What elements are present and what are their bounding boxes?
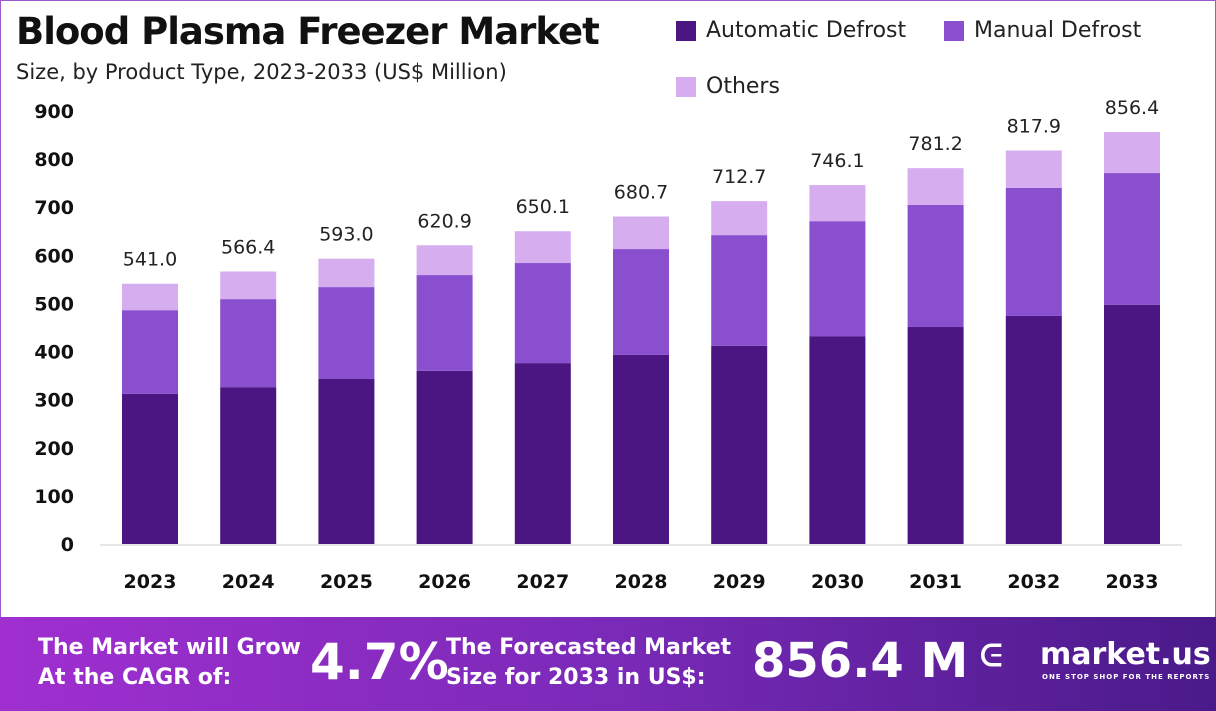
forecast-label-2: Size for 2033 in US$: (446, 665, 706, 690)
bar-segment (809, 336, 866, 544)
x-tick-label: 2024 (222, 571, 275, 593)
total-label: 593.0 (319, 224, 373, 246)
y-tick-label: 100 (34, 486, 74, 508)
forecast-value: 856.4 M (752, 633, 969, 689)
x-tick-label: 2029 (713, 571, 766, 593)
cagr-label-2: At the CAGR of: (38, 665, 232, 690)
bar-segment (907, 168, 964, 205)
bar-segment (220, 271, 277, 300)
logo-icon: ᕮ (980, 639, 1003, 674)
bar-segment (613, 216, 669, 250)
bar-segment (907, 204, 964, 328)
x-tick-label: 2028 (615, 571, 668, 593)
bar-segment (907, 327, 964, 544)
bar-segment (122, 310, 178, 394)
bar-segment (122, 393, 178, 544)
y-tick-label: 700 (34, 197, 74, 219)
y-tick-label: 800 (34, 149, 74, 171)
x-tick-label: 2031 (909, 571, 962, 593)
total-label: 566.4 (221, 236, 275, 258)
bar-segment (416, 275, 473, 371)
total-label: 712.7 (712, 166, 766, 188)
x-tick-label: 2030 (811, 571, 864, 593)
total-label: 680.7 (614, 182, 668, 204)
bar-segment (416, 370, 473, 544)
total-label: 781.2 (908, 133, 962, 155)
chart-title: Blood Plasma Freezer Market (16, 10, 600, 53)
bar-segment (711, 345, 768, 544)
x-tick-label: 2033 (1106, 571, 1159, 593)
x-tick-label: 2027 (516, 571, 569, 593)
total-label: 856.4 (1105, 97, 1159, 119)
y-tick-label: 0 (61, 534, 74, 556)
total-label: 817.9 (1007, 115, 1061, 137)
y-tick-label: 500 (34, 293, 74, 315)
bar-segment (1104, 304, 1160, 544)
logo-tagline: ONE STOP SHOP FOR THE REPORTS (1042, 673, 1211, 681)
total-label: 541.0 (123, 249, 177, 271)
footer-banner: The Market will Grow At the CAGR of: 4.7%… (0, 617, 1216, 711)
y-tick-label: 300 (34, 390, 74, 412)
bar-segment (220, 387, 277, 544)
bar-segment (318, 287, 375, 379)
legend-label: Automatic Defrost (706, 18, 907, 43)
legend-label: Others (706, 74, 780, 99)
bar-segment (1104, 173, 1160, 305)
bar-segment (1104, 131, 1160, 174)
bar-segment (122, 283, 178, 311)
bar-segment (318, 258, 375, 288)
bar-segment (514, 363, 571, 544)
y-tick-label: 600 (34, 245, 74, 267)
bar-segment (809, 185, 866, 222)
legend-automatic-defrost: Automatic Defrost (676, 18, 906, 43)
total-label: 620.9 (417, 210, 471, 232)
x-tick-label: 2025 (320, 571, 373, 593)
bar-segment (809, 221, 866, 337)
forecast-label: The Forecasted Market (446, 635, 732, 660)
total-label: 650.1 (516, 196, 570, 218)
x-tick-label: 2032 (1007, 571, 1060, 593)
y-tick-label: 200 (34, 438, 74, 460)
bar-segment (318, 378, 375, 544)
bar-segment (514, 263, 571, 364)
bar-segment (220, 299, 277, 388)
bar-segment (1005, 187, 1062, 316)
bar-segment (613, 249, 669, 355)
x-tick-label: 2026 (418, 571, 471, 593)
bar-segment (711, 235, 768, 346)
legend-others: Others (676, 74, 780, 99)
legend-label: Manual Defrost (974, 18, 1142, 43)
logo-text: market.us (1040, 637, 1211, 672)
chart-plot: 0 100 200 300 400 500 600 700 800 900 541.0 2023 566… (34, 97, 1182, 593)
legend-manual-defrost: Manual Defrost (944, 18, 1141, 43)
bar-segment (1005, 315, 1062, 544)
bar-segment (514, 231, 571, 264)
bar-segment (416, 245, 473, 276)
chart-subtitle: Size, by Product Type, 2023-2033 (US$ Mi… (16, 60, 507, 84)
cagr-value: 4.7% (310, 633, 449, 691)
cagr-label: The Market will Grow (38, 635, 301, 660)
bar-segment (1005, 150, 1062, 188)
x-tick-label: 2023 (124, 571, 177, 593)
bar-segment (613, 354, 669, 544)
bar-segment (711, 201, 768, 236)
total-label: 746.1 (810, 150, 864, 172)
y-tick-label: 900 (34, 101, 74, 123)
y-tick-label: 400 (34, 342, 74, 364)
